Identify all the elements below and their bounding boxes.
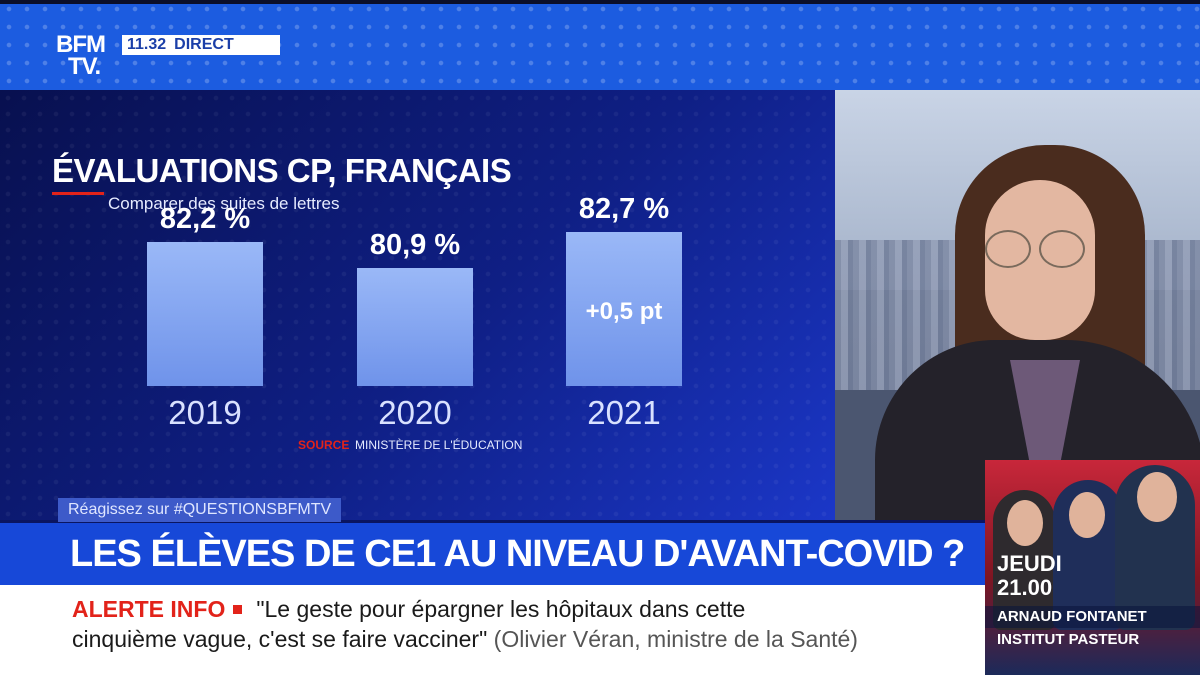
bar-2021 — [566, 232, 682, 386]
x-tick-label-2020: 2020 — [378, 394, 451, 431]
data-label-2019: 82,2 % — [160, 203, 250, 235]
alert-quote-part-1: "Le geste pour épargner les hôpitaux dan… — [256, 596, 746, 622]
headline-text: LES ÉLÈVES DE CE1 AU NIVEAU D'AVANT-COVI… — [70, 533, 965, 575]
alert-line-2: cinquième vague, c'est se faire vacciner… — [72, 625, 858, 653]
alert-label: ALERTE INFO — [72, 596, 226, 622]
bar-2020 — [357, 268, 473, 386]
data-label-2021: 82,7 % — [579, 193, 669, 225]
bar-chart: ÉVALUATIONS CP, FRANÇAIS Comparer des sui… — [52, 152, 682, 452]
promo-face-3 — [1137, 472, 1177, 522]
promo-face-1 — [1007, 500, 1043, 546]
title-accent-line — [52, 192, 104, 195]
alert-ticker: ALERTE INFO "Le geste pour épargner les h… — [0, 585, 985, 675]
studio-camera-view — [835, 90, 1200, 520]
live-tag: 11.32 DIRECT — [122, 35, 280, 55]
presenter-glasses — [975, 230, 1095, 268]
promo-face-2 — [1069, 492, 1105, 538]
show-promo: JEUDI 21.00 ARNAUD FONTANET INSTITUT PAS… — [985, 460, 1200, 675]
headline-bar: LES ÉLÈVES DE CE1 AU NIVEAU D'AVANT-COVI… — [0, 523, 985, 585]
promo-time: 21.00 — [997, 575, 1053, 600]
source-text: MINISTÈRE DE L'ÉDUCATION — [355, 437, 522, 452]
promo-guest-name: ARNAUD FONTANET — [985, 606, 1200, 628]
bfmtv-logo: BFM TV. — [56, 31, 116, 86]
chart-subtitle: Comparer des suites de lettres — [108, 194, 340, 213]
chart-panel: ÉVALUATIONS CP, FRANÇAIS Comparer des sui… — [0, 90, 835, 520]
bar-2019 — [147, 242, 263, 386]
logo-line-1: BFM — [56, 31, 106, 58]
alert-square-icon — [233, 604, 243, 614]
annotation-2021: +0,5 pt — [586, 298, 663, 325]
live-label: DIRECT — [174, 36, 234, 53]
clock-time: 11.32 — [127, 36, 167, 53]
data-label-2020: 80,9 % — [370, 229, 460, 261]
alert-attribution: (Olivier Véran, ministre de la Santé) — [493, 626, 858, 652]
promo-day: JEUDI — [997, 551, 1062, 576]
source-label: SOURCE — [298, 438, 349, 452]
promo-guest-organization: INSTITUT PASTEUR — [997, 631, 1140, 648]
logo-line-2: TV. — [68, 53, 101, 80]
top-banner — [0, 0, 1200, 90]
x-tick-label-2021: 2021 — [587, 394, 660, 431]
hashtag-bar: Réagissez sur #QUESTIONSBFMTV — [58, 498, 342, 522]
alert-quote-part-2: cinquième vague, c'est se faire vacciner… — [72, 626, 488, 652]
chart-title: ÉVALUATIONS CP, FRANÇAIS — [52, 152, 511, 189]
x-tick-label-2019: 2019 — [168, 394, 241, 431]
alert-line-1: ALERTE INFO "Le geste pour épargner les h… — [72, 595, 745, 623]
